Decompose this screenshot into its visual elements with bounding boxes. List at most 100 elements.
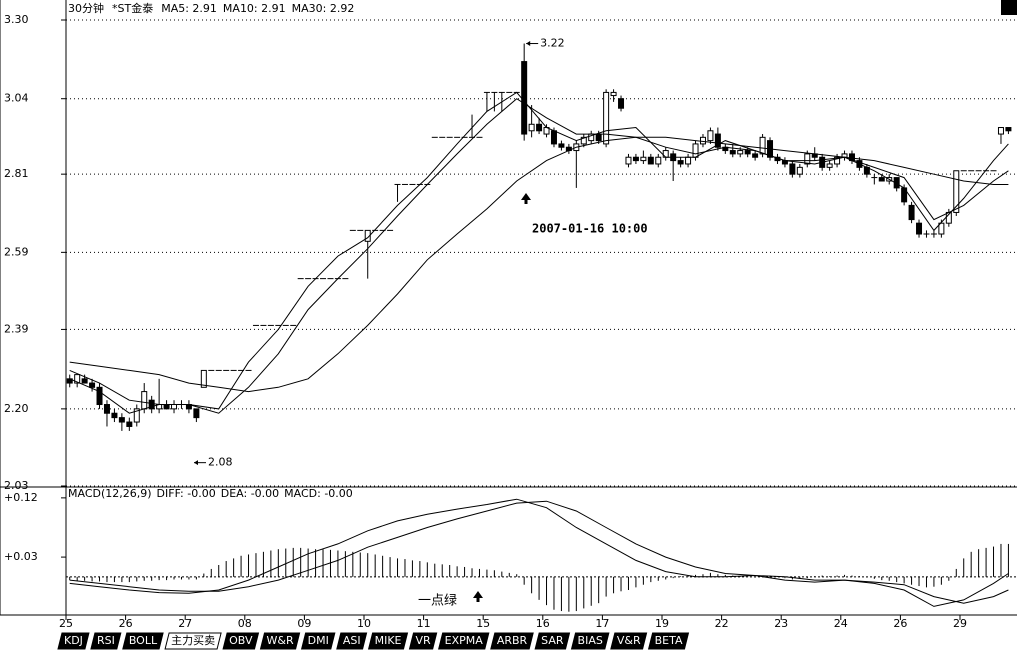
candle-body (789, 163, 796, 175)
arrow-icon (476, 597, 480, 602)
candle-body (103, 404, 110, 414)
x-tick-label: 29 (953, 617, 967, 630)
candle-body (796, 166, 803, 175)
tab[interactable]: SAR (534, 632, 571, 650)
tab-shape (610, 632, 648, 650)
candle-body (580, 136, 587, 145)
ma-line (69, 136, 1009, 393)
candle-body (603, 91, 610, 145)
annotation: 一点绿 (418, 594, 457, 609)
ma-line (69, 91, 1009, 414)
tab-shape (300, 632, 336, 650)
x-tick-label: 16 (536, 617, 550, 630)
tab-label[interactable]: DMI (308, 634, 329, 647)
candle-body (729, 150, 736, 155)
tab[interactable]: KDJ (57, 632, 90, 650)
tab[interactable]: EXPMA (438, 632, 490, 650)
candle-body (692, 143, 699, 158)
candle-body (148, 399, 155, 410)
x-tick-label: 22 (715, 617, 729, 630)
candle-body (141, 391, 148, 410)
tab[interactable]: BETA (647, 632, 690, 650)
tab-label[interactable]: BOLL (129, 634, 158, 647)
candle-body (111, 412, 118, 419)
header-text: 30分钟 (68, 1, 104, 15)
tab-shape (222, 632, 260, 650)
tab-label[interactable]: BETA (655, 634, 683, 647)
tab-label[interactable]: MIKE (375, 634, 402, 647)
tab-label[interactable]: ARBR (497, 634, 528, 647)
price-mark-label: 2.08 (208, 456, 233, 469)
candle-body (759, 136, 766, 155)
candle-body (528, 123, 535, 132)
tab[interactable]: OBV (222, 632, 260, 650)
tab[interactable]: VR (408, 632, 438, 650)
candle-body (699, 136, 706, 145)
candle-body (550, 130, 557, 145)
candle-body (997, 127, 1004, 135)
x-tick-label: 25 (59, 617, 73, 630)
legend-entry: MACD: -0.00 (284, 487, 353, 500)
tab-label[interactable]: 主力买卖 (171, 634, 215, 647)
candle-body (908, 204, 915, 221)
x-tick-label: 17 (595, 617, 609, 630)
tab-label[interactable]: KDJ (64, 634, 83, 647)
y-tick-label: 2.03 (4, 479, 29, 492)
candle-body (610, 91, 617, 97)
annotation: 2007-01-16 10:00 (532, 222, 648, 236)
candle-body (133, 408, 140, 423)
tab-label[interactable]: W&R (267, 634, 294, 647)
x-tick-label: 19 (655, 617, 669, 630)
tab[interactable]: RSI (90, 632, 122, 650)
candle-body (647, 156, 654, 165)
tab[interactable]: MIKE (367, 632, 409, 650)
tab-shape (438, 632, 490, 650)
candle-body (677, 160, 684, 165)
arrow-icon (473, 591, 483, 598)
candle-body (632, 156, 639, 162)
tab[interactable]: V&R (610, 632, 648, 650)
tab-label[interactable]: RSI (97, 634, 115, 647)
tab[interactable]: BOLL (122, 632, 164, 650)
candle-body (1005, 127, 1012, 132)
price-mark-label: 3.22 (540, 37, 565, 50)
price-arrow-head (194, 460, 198, 466)
tab[interactable]: W&R (259, 632, 301, 650)
legend-entry: MA10: 2.91 (223, 2, 286, 15)
x-tick-label: 11 (417, 617, 431, 630)
x-tick-label: 23 (774, 617, 788, 630)
tab[interactable]: ASI (336, 632, 368, 650)
tab-label[interactable]: EXPMA (445, 634, 484, 647)
tab[interactable]: DMI (300, 632, 336, 650)
tab-shape (490, 632, 534, 650)
tab-label[interactable]: VR (416, 634, 432, 647)
tab-label[interactable]: ASI (343, 634, 361, 647)
candle-body (521, 61, 528, 135)
candle-body (193, 408, 200, 419)
tab[interactable]: 主力买卖 (164, 632, 222, 650)
macd-line (69, 498, 1009, 607)
candle-body (640, 156, 647, 162)
tab-label[interactable]: BIAS (578, 634, 603, 647)
y-tick-label: 3.04 (4, 92, 29, 105)
tab-shape (164, 632, 222, 650)
candle-body (163, 404, 170, 410)
candle-body (536, 123, 543, 132)
candle-body (200, 369, 207, 388)
legend-entry: MA30: 2.92 (292, 2, 355, 15)
tab-label[interactable]: OBV (229, 634, 253, 647)
candle-body (685, 156, 692, 165)
y-tick-label: 2.81 (4, 167, 29, 180)
tab-label[interactable]: SAR (541, 634, 564, 647)
candle-body (96, 386, 103, 406)
candle-body (618, 98, 625, 109)
candle-body (118, 417, 125, 423)
tab-shape (647, 632, 690, 650)
tab[interactable]: BIAS (570, 632, 610, 650)
tab[interactable]: ARBR (490, 632, 534, 650)
x-tick-label: 24 (834, 617, 848, 630)
candle-body (81, 378, 88, 384)
candle-body (953, 170, 960, 213)
tab-label[interactable]: V&R (617, 634, 641, 647)
